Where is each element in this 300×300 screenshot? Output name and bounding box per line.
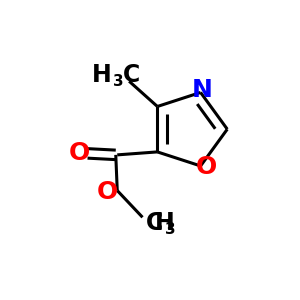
Text: O: O bbox=[195, 155, 217, 179]
Text: O: O bbox=[97, 180, 118, 204]
Text: 3: 3 bbox=[165, 222, 176, 237]
Text: O: O bbox=[69, 141, 90, 165]
Text: H: H bbox=[92, 63, 111, 87]
Text: H: H bbox=[155, 211, 175, 235]
Text: N: N bbox=[192, 78, 212, 102]
Text: C: C bbox=[123, 63, 140, 87]
Text: 3: 3 bbox=[113, 74, 123, 89]
Text: C: C bbox=[146, 211, 163, 235]
